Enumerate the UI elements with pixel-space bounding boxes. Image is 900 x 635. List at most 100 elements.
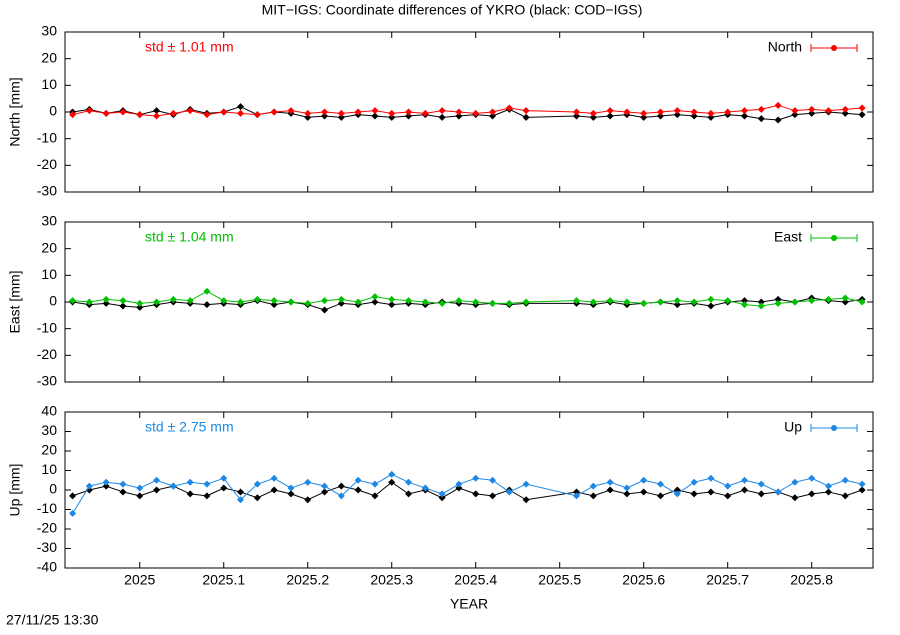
- point: [589, 492, 597, 500]
- point: [640, 476, 648, 484]
- point: [203, 480, 211, 488]
- point: [270, 474, 278, 482]
- point: [774, 101, 782, 109]
- point: [791, 298, 799, 306]
- point: [690, 112, 698, 120]
- point: [707, 113, 715, 121]
- point: [724, 108, 732, 116]
- series-line: [72, 297, 863, 311]
- point: [203, 492, 211, 500]
- point: [371, 293, 379, 301]
- point: [522, 113, 530, 121]
- point: [707, 474, 715, 482]
- annotation: std ± 1.01 mm: [145, 39, 234, 55]
- point: [606, 486, 614, 494]
- point: [522, 107, 530, 115]
- point: [640, 109, 648, 117]
- point: [119, 108, 127, 116]
- point: [136, 303, 144, 311]
- point: [757, 480, 765, 488]
- point: [287, 484, 295, 492]
- point: [489, 112, 497, 120]
- point: [455, 297, 463, 305]
- series-line: [72, 106, 863, 121]
- point: [220, 108, 228, 116]
- point: [673, 490, 681, 498]
- y-tick-label: -10: [37, 500, 57, 516]
- point: [220, 474, 228, 482]
- point: [371, 298, 379, 306]
- point: [740, 297, 748, 305]
- point: [321, 306, 329, 314]
- y-tick-label: 20: [41, 442, 57, 458]
- point: [657, 492, 665, 500]
- point: [724, 482, 732, 490]
- point: [153, 486, 161, 494]
- point: [186, 107, 194, 115]
- point: [455, 484, 463, 492]
- y-tick-label: -20: [37, 346, 57, 362]
- point: [623, 298, 631, 306]
- point: [606, 478, 614, 486]
- point: [774, 488, 782, 496]
- point: [69, 297, 77, 305]
- y-tick-label: -30: [37, 373, 57, 389]
- point: [321, 488, 329, 496]
- point: [287, 107, 295, 115]
- point: [237, 298, 245, 306]
- point: [707, 295, 715, 303]
- x-tick-label: 2025.7: [706, 572, 749, 588]
- point: [405, 108, 413, 116]
- point: [740, 301, 748, 309]
- annotation: std ± 1.04 mm: [145, 229, 234, 245]
- y-tick-label: -30: [37, 183, 57, 199]
- point: [455, 108, 463, 116]
- point: [455, 480, 463, 488]
- point: [270, 297, 278, 305]
- point: [405, 490, 413, 498]
- point: [337, 113, 345, 121]
- point: [606, 112, 614, 120]
- point: [304, 299, 312, 307]
- point: [489, 299, 497, 307]
- point: [153, 476, 161, 484]
- point: [472, 490, 480, 498]
- legend-label: Up: [784, 419, 802, 435]
- y-axis-label: Up [mm]: [7, 464, 23, 517]
- x-axis-label: YEAR: [450, 596, 488, 612]
- point: [270, 108, 278, 116]
- point: [304, 496, 312, 504]
- point: [824, 488, 832, 496]
- y-tick-label: 10: [41, 266, 57, 282]
- point: [690, 108, 698, 116]
- point: [388, 470, 396, 478]
- point: [841, 109, 849, 117]
- y-axis-label: East [mm]: [7, 270, 23, 333]
- legend-label: North: [768, 39, 802, 55]
- y-tick-label: 10: [41, 76, 57, 92]
- y-tick-label: 0: [49, 103, 57, 119]
- point: [657, 298, 665, 306]
- point: [522, 496, 530, 504]
- point: [388, 109, 396, 117]
- point: [707, 109, 715, 117]
- point: [304, 478, 312, 486]
- point: [354, 486, 362, 494]
- point: [321, 108, 329, 116]
- series-line: [72, 473, 863, 514]
- point: [119, 488, 127, 496]
- point: [858, 298, 866, 306]
- point: [405, 112, 413, 120]
- point: [69, 111, 77, 119]
- chart-title: MIT−IGS: Coordinate differences of YKRO …: [262, 2, 643, 18]
- point: [388, 113, 396, 121]
- point: [824, 482, 832, 490]
- point: [119, 480, 127, 488]
- y-tick-label: 40: [41, 403, 57, 419]
- point: [841, 476, 849, 484]
- point: [505, 104, 513, 112]
- point: [841, 105, 849, 113]
- point: [405, 478, 413, 486]
